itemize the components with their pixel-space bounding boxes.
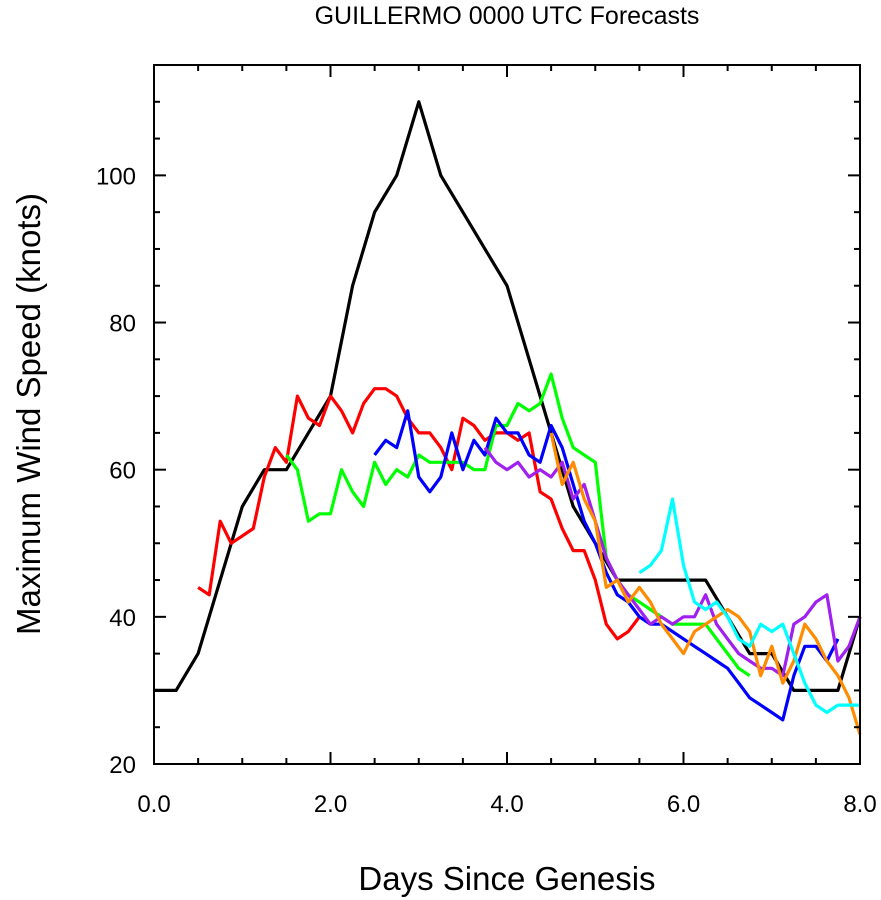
series-line-2 (285, 372, 751, 678)
y-tick-label: 20 (109, 752, 136, 779)
x-tick-label: 2.0 (314, 791, 347, 818)
tick-layer: 0.0 2.0 4.0 6.0 8.0 20 40 60 80 100 (96, 64, 877, 818)
x-axis-label: Days Since Genesis (358, 860, 655, 897)
x-tick-label: 0.0 (137, 791, 170, 818)
series-line-1 (197, 387, 641, 641)
x-tick-label: 8.0 (843, 791, 876, 818)
y-tick-label: 60 (109, 458, 136, 485)
y-axis-label: Maximum Wind Speed (knots) (10, 193, 47, 635)
y-tick-label: 80 (109, 311, 136, 338)
series-layer (154, 100, 862, 736)
series-line-3 (373, 409, 840, 722)
x-tick-label: 4.0 (490, 791, 523, 818)
series-line-5 (549, 432, 862, 736)
series-line-4 (483, 446, 862, 678)
series-line-6 (638, 497, 860, 715)
chart-title: GUILLERMO 0000 UTC Forecasts (315, 2, 700, 30)
series-line-0 (154, 100, 862, 693)
y-tick-label: 100 (96, 163, 136, 190)
plot-frame (153, 64, 861, 765)
x-tick-label: 6.0 (667, 791, 700, 818)
y-tick-label: 40 (109, 605, 136, 632)
